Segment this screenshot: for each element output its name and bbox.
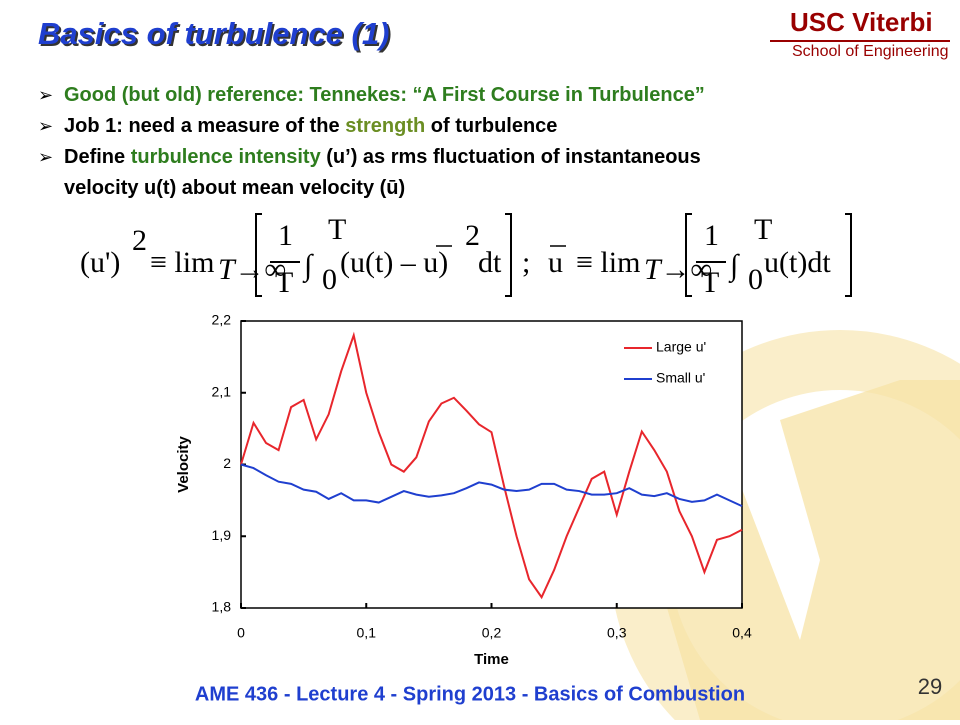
title: Basics of turbulence (1): [40, 18, 391, 53]
plot-area: [240, 320, 743, 609]
bullet-segment: Job 1: need a measure of the: [64, 115, 345, 137]
line: [240, 331, 743, 600]
y-tick-label: 1,8: [212, 599, 232, 615]
logo: USC Viterbi: [790, 7, 933, 37]
formula-part: 0: [748, 263, 763, 296]
y-tick-label: 1,9: [212, 527, 232, 543]
formula-part: T: [275, 266, 293, 299]
x-tick-label: 0,3: [607, 625, 627, 641]
footer: AME 436 - Lecture 4 - Spring 2013 - Basi…: [195, 683, 745, 705]
formula-part: ≡ lim: [576, 246, 640, 279]
formula-part: T: [754, 213, 772, 246]
bullet-marker: ➢: [38, 116, 53, 136]
formula-part: T→∞: [218, 253, 286, 286]
formula-part: T: [701, 266, 719, 299]
bullet-text: Job 1: need a measure of the strength of…: [64, 115, 557, 137]
formula-part: 1: [704, 219, 719, 252]
bullet-segment: velocity u(t) about mean velocity (ū): [64, 177, 405, 199]
formula-part: ∫: [728, 249, 740, 284]
y-tick-label: 2: [223, 455, 231, 471]
bullet-text: Good (but old) reference: Tennekes: “A F…: [64, 84, 705, 106]
bullet-text: velocity u(t) about mean velocity (ū): [64, 177, 405, 199]
y-tick-label: 2,1: [212, 383, 232, 399]
logo-sub: School of Engineering: [792, 43, 949, 60]
formula-part: (u'): [80, 246, 120, 279]
formula-part: T→∞: [644, 253, 712, 286]
bullet-segment: Good (but old) reference: Tennekes: “A F…: [64, 84, 705, 106]
formula-part: 0: [322, 263, 337, 296]
formula-part: ≡ lim: [150, 246, 214, 279]
bullet-segment: turbulence intensity: [131, 146, 322, 168]
bullet-marker: ➢: [38, 147, 53, 167]
bullet-segment: strength: [345, 115, 425, 137]
y-tick-label: 2,2: [212, 312, 232, 328]
y-axis-label: Velocity: [175, 435, 192, 492]
legend-label: Large u': [656, 339, 706, 355]
formula-part: ;: [522, 246, 530, 279]
formula: [255, 213, 852, 297]
bullet-segment: (u’) as rms fluctuation of instantaneous: [321, 146, 701, 168]
formula-part: 1: [278, 219, 293, 252]
line: [240, 463, 743, 508]
legend-label: Small u': [656, 370, 705, 386]
x-tick-label: 0,2: [482, 625, 502, 641]
formula-part: 2: [465, 219, 480, 252]
formula-part: ∫: [302, 249, 314, 284]
page-number: 29: [918, 674, 942, 699]
bullet-text: Define turbulence intensity (u’) as rms …: [64, 146, 701, 168]
formula-part: T: [328, 213, 346, 246]
x-tick-label: 0: [237, 625, 245, 641]
x-tick-label: 0,4: [732, 625, 752, 641]
bullet-segment: of turbulence: [425, 115, 557, 137]
x-tick-label: 0,1: [357, 625, 377, 641]
formula-part: (u(t) – u): [340, 246, 448, 279]
title: Basics of turbulence (1): [38, 16, 389, 51]
x-axis-label: Time: [474, 651, 509, 668]
formula-part: 2: [132, 224, 147, 257]
formula-part: u(t)dt: [764, 246, 831, 279]
formula-part: u: [548, 246, 563, 279]
formula-part: dt: [478, 246, 502, 279]
bullet-marker: ➢: [38, 85, 53, 105]
bullet-segment: Define: [64, 146, 131, 168]
